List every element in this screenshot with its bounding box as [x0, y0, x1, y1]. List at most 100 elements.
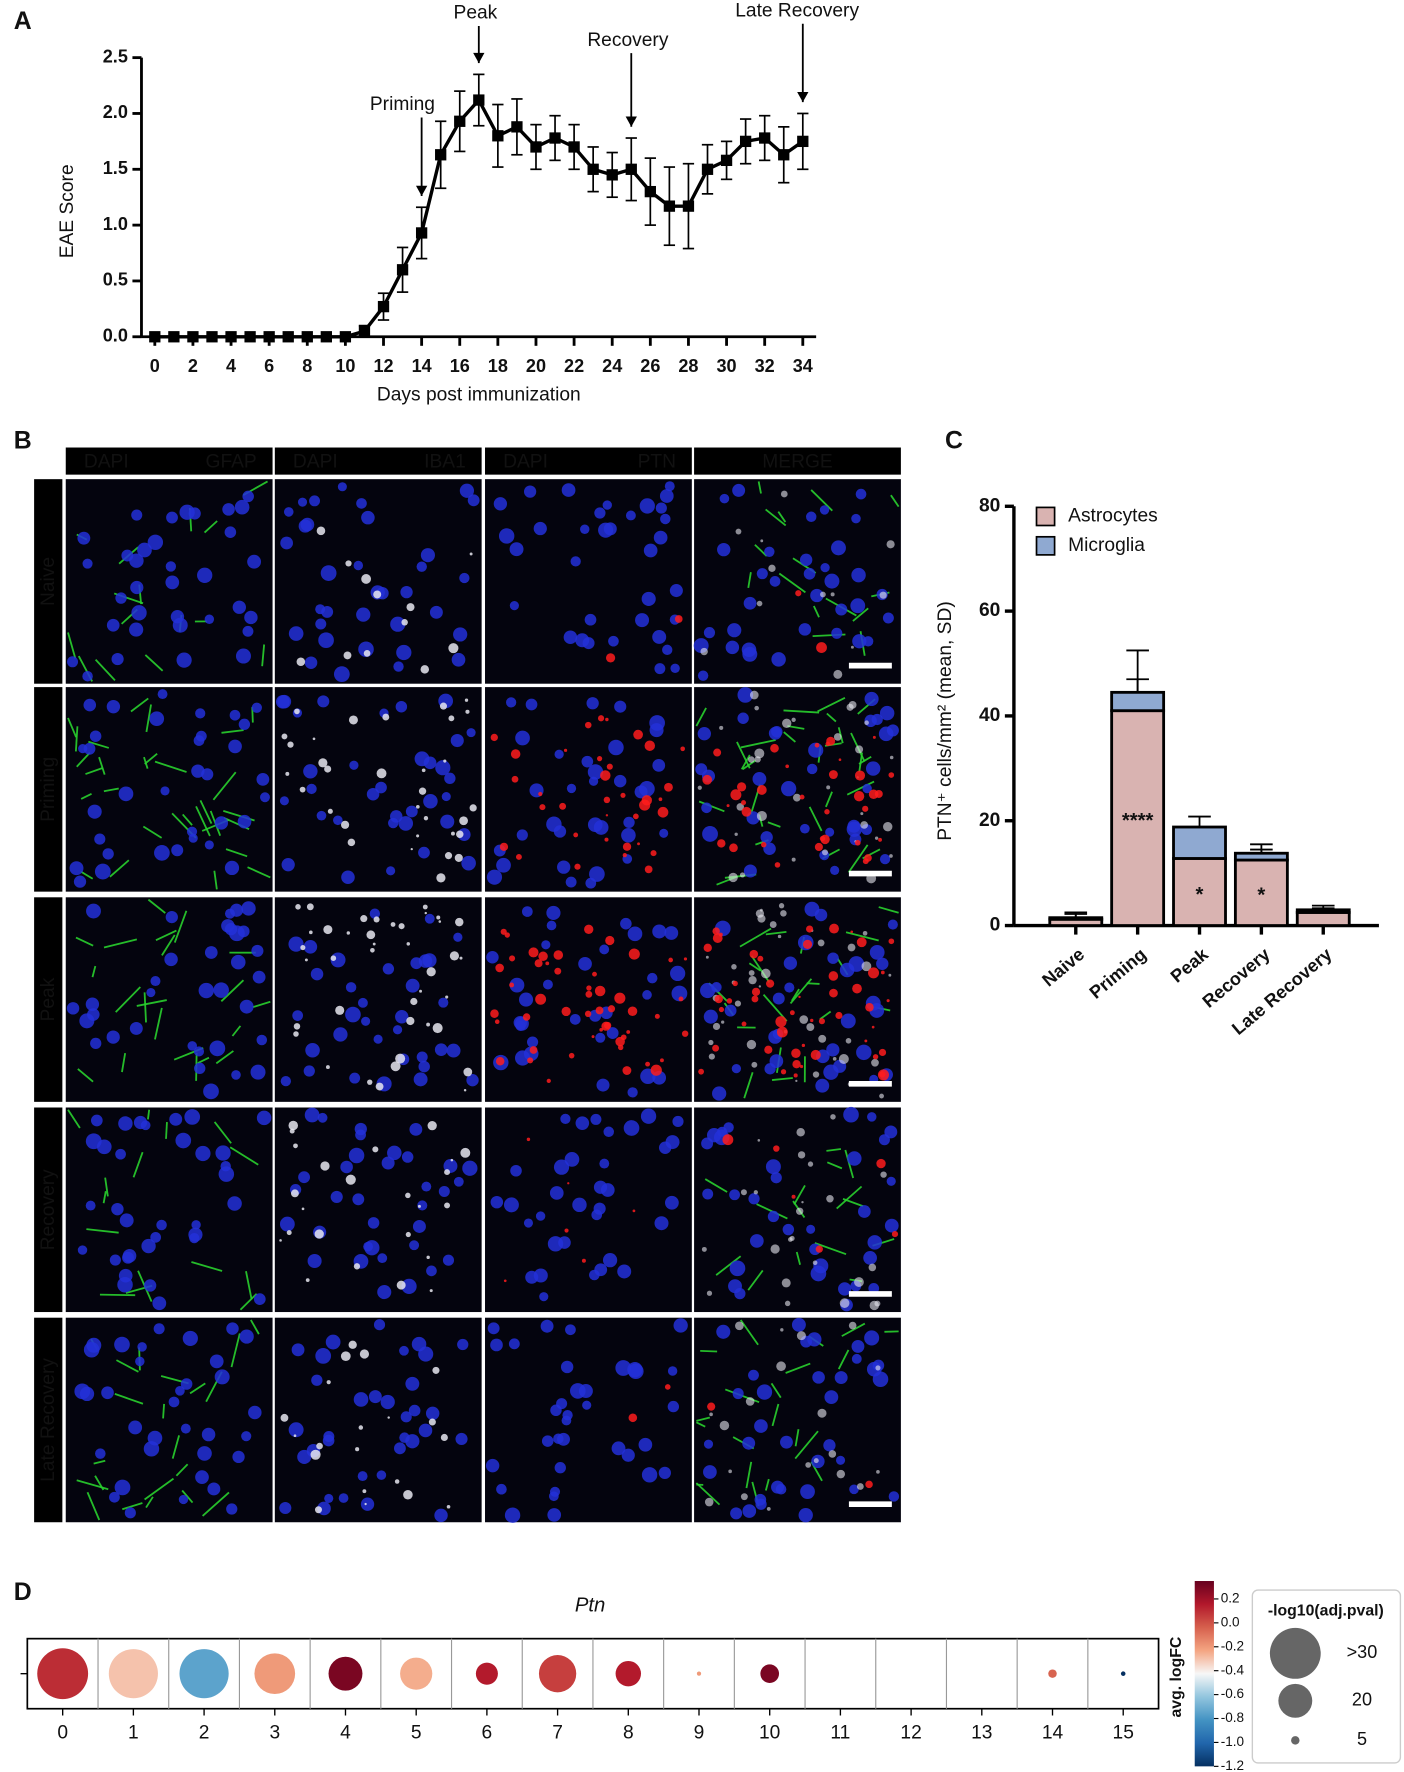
- nucleus: [658, 1466, 671, 1480]
- ptn-signal: [622, 842, 632, 851]
- nucleus: [298, 519, 312, 533]
- gfap-process: [826, 1161, 843, 1170]
- ptn-signal: [601, 1021, 611, 1031]
- nucleus: [670, 965, 686, 982]
- nucleus: [101, 1386, 114, 1400]
- iba1-signal: [879, 1093, 884, 1099]
- iba1-signal: [780, 1328, 784, 1332]
- iba1-signal: [444, 1202, 451, 1209]
- iba1-signal: [280, 1413, 289, 1422]
- iba1-signal: [373, 590, 382, 599]
- x-tick-label: Priming: [1086, 944, 1150, 1003]
- nucleus: [535, 1211, 546, 1221]
- iba1-signal: [813, 1458, 819, 1464]
- nucleus: [166, 511, 178, 524]
- nucleus: [594, 507, 606, 519]
- x-tick-label: 22: [564, 356, 584, 376]
- nucleus: [509, 542, 524, 557]
- bar-segment: [1172, 825, 1227, 860]
- column-header-bg: [485, 447, 692, 475]
- nucleus: [82, 670, 93, 682]
- iba1-signal: [410, 848, 413, 851]
- nucleus: [87, 804, 102, 819]
- nucleus: [665, 1195, 679, 1210]
- nucleus: [462, 1160, 478, 1176]
- nucleus: [209, 1354, 224, 1369]
- nucleus: [627, 1087, 638, 1098]
- size-legend-label: 20: [1352, 1690, 1372, 1710]
- iba1-signal: [448, 643, 459, 654]
- iba1-signal: [436, 915, 441, 920]
- iba1-signal: [746, 1039, 757, 1050]
- iba1-signal: [708, 1039, 714, 1046]
- nucleus: [830, 865, 840, 875]
- gfap-process: [225, 848, 248, 858]
- nucleus: [717, 542, 731, 557]
- nucleus: [410, 957, 423, 970]
- gfap-process: [250, 1319, 260, 1335]
- nucleus: [547, 1236, 564, 1252]
- nucleus: [823, 1439, 836, 1452]
- iba1-signal: [370, 947, 375, 953]
- nucleus: [153, 1323, 165, 1335]
- nucleus: [664, 926, 679, 940]
- data-point: [244, 331, 256, 343]
- row-label-bg: [34, 897, 63, 1102]
- gfap-process: [147, 898, 166, 914]
- ptn-signal: [785, 764, 790, 769]
- iba1-signal: [403, 1489, 413, 1500]
- nucleus: [784, 982, 795, 993]
- iba1-signal: [432, 1366, 440, 1374]
- gfap-process: [704, 1178, 728, 1193]
- nucleus: [659, 828, 669, 838]
- nucleus: [392, 1025, 403, 1035]
- x-tick-label: 4: [340, 1723, 351, 1744]
- iba1-signal: [347, 838, 356, 847]
- column-header: PTN: [638, 451, 676, 472]
- ptn-signal: [605, 717, 609, 722]
- gfap-process: [765, 930, 787, 936]
- ptn-signal: [702, 774, 713, 785]
- iba1-signal: [745, 1397, 755, 1406]
- nucleus: [467, 494, 480, 507]
- nucleus: [803, 567, 816, 580]
- nucleus: [195, 1145, 211, 1162]
- nucleus: [234, 499, 250, 515]
- x-tick-label: 5: [411, 1723, 422, 1744]
- nucleus: [569, 1013, 581, 1025]
- nucleus: [852, 634, 867, 649]
- nucleus: [806, 1224, 816, 1234]
- nucleus: [565, 1324, 576, 1336]
- nucleus: [320, 565, 337, 581]
- gfap-process: [715, 1255, 742, 1276]
- micrograph: [274, 1317, 482, 1523]
- nucleus: [486, 869, 503, 885]
- iba1-signal: [294, 708, 300, 715]
- nucleus: [756, 1384, 773, 1400]
- nucleus: [621, 1448, 635, 1462]
- bar-segment: [1048, 916, 1104, 921]
- nucleus: [742, 1504, 757, 1518]
- nucleus: [613, 774, 627, 788]
- ptn-signal: [789, 1010, 795, 1016]
- iba1-signal: [446, 1504, 451, 1509]
- gfap-process: [91, 965, 97, 978]
- nucleus: [748, 1193, 760, 1205]
- iba1-signal: [739, 872, 746, 878]
- data-point: [625, 163, 637, 175]
- nucleus: [128, 1420, 143, 1435]
- gfap-process: [739, 927, 772, 948]
- nucleus: [533, 521, 547, 536]
- nucleus: [641, 1467, 658, 1483]
- nucleus: [585, 877, 597, 889]
- gfap-process: [764, 1478, 770, 1491]
- nucleus: [73, 875, 87, 888]
- iba1-signal: [766, 1507, 771, 1511]
- size-legend-title: -log10(adj.pval): [1268, 1603, 1384, 1620]
- nucleus: [703, 627, 716, 639]
- nucleus: [102, 848, 114, 860]
- nucleus: [503, 1197, 519, 1213]
- iba1-signal: [464, 698, 469, 702]
- x-tick-label: 11: [830, 1723, 850, 1744]
- nucleus: [288, 626, 304, 641]
